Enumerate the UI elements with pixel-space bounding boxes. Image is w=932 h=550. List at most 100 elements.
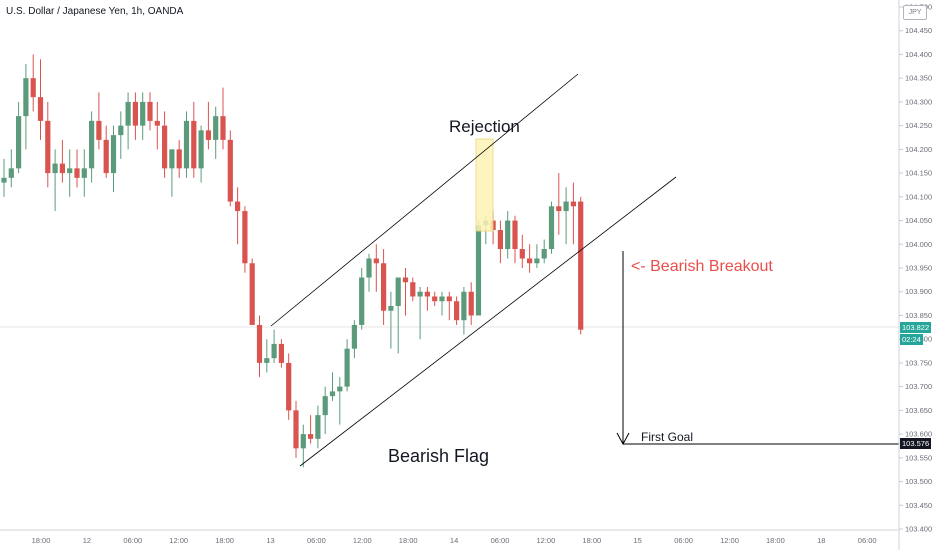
candle-body [395, 277, 401, 306]
candle-body [534, 258, 540, 264]
candle-body [74, 168, 80, 178]
candle-body [191, 120, 197, 169]
candle-body [556, 206, 562, 212]
candle-body [96, 120, 102, 140]
candle-body [512, 220, 518, 250]
candle [454, 296, 460, 325]
candle [359, 268, 365, 330]
candle-body [570, 201, 576, 207]
y-tick-label: 104.200 [905, 145, 932, 154]
x-tick-label: 06:00 [858, 536, 877, 545]
x-tick-label: 18:00 [32, 536, 51, 545]
candle [308, 415, 314, 444]
candle-body [527, 258, 533, 264]
candle [191, 101, 197, 178]
candle-body [249, 263, 255, 325]
y-tick-label: 104.150 [905, 169, 932, 178]
candle [344, 339, 350, 392]
candle-body [410, 282, 416, 297]
candle [293, 400, 299, 458]
candle [548, 201, 555, 254]
candle [169, 149, 175, 197]
candle [227, 130, 233, 207]
candle-body [176, 149, 182, 169]
candle-body [235, 201, 241, 212]
y-tick-label: 103.450 [905, 501, 932, 510]
candle-body [315, 415, 321, 439]
candle [322, 386, 328, 435]
x-tick-label: 18:00 [399, 536, 418, 545]
candle [373, 244, 379, 292]
candle [249, 258, 255, 325]
candle-body [264, 358, 270, 363]
candle-body [30, 78, 36, 98]
candle [278, 339, 284, 368]
candle [23, 63, 29, 150]
candle-body [578, 201, 584, 330]
candle [30, 54, 36, 112]
candle [512, 215, 518, 264]
candle [556, 173, 562, 235]
candle [242, 206, 248, 273]
candle [162, 111, 168, 178]
candle [8, 149, 14, 188]
x-tick-label: 12:00 [353, 536, 372, 545]
y-tick-label: 103.550 [905, 453, 932, 462]
candle-body [45, 120, 51, 174]
candle [315, 405, 321, 449]
y-tick-label: 103.850 [905, 311, 932, 320]
candle-body [198, 130, 204, 169]
candle [475, 220, 482, 316]
candle-body [147, 101, 153, 121]
first-goal-tag: 103.576 [900, 438, 932, 449]
candle [519, 234, 525, 268]
annotation-flag: Bearish Flag [388, 446, 489, 466]
y-tick-label: 103.900 [905, 287, 932, 296]
candle-body [271, 343, 277, 359]
candle-body [337, 386, 343, 392]
candle [300, 424, 306, 468]
candle [264, 339, 270, 373]
candle-body [563, 201, 569, 212]
candle-body [169, 149, 175, 169]
symbol-title: U.S. Dollar / Japanese Yen, 1h, OANDA [6, 6, 184, 17]
candle-body [424, 291, 430, 297]
candle [140, 92, 146, 140]
candle [381, 249, 387, 325]
candle-body [381, 263, 387, 311]
candle-body [461, 291, 467, 321]
candle [37, 59, 44, 140]
candle [110, 125, 117, 193]
candle-body [59, 163, 65, 174]
candle-body [468, 291, 474, 316]
y-tick-label: 103.650 [905, 406, 932, 415]
y-tick-label: 103.750 [905, 358, 932, 367]
candle-body [52, 163, 58, 174]
candle-body [110, 135, 117, 174]
candle [213, 106, 219, 159]
time-axis[interactable]: 18:00 12 06:00 12:00 18:00 13 06:00 12:00 18:00 1… [32, 536, 877, 545]
candle [45, 101, 51, 188]
candle [432, 291, 438, 306]
candle [424, 286, 430, 311]
candle-body [439, 296, 445, 302]
candle [366, 253, 372, 292]
candle [563, 187, 569, 245]
candle-body [300, 434, 306, 449]
x-tick-label: 06:00 [674, 536, 693, 545]
y-tick-label: 104.350 [905, 74, 932, 83]
candle-body [140, 101, 146, 126]
candle-body [205, 130, 211, 140]
candle [337, 377, 343, 425]
candle [329, 372, 336, 401]
currency-badge[interactable]: JPY [903, 5, 927, 20]
candle [103, 125, 109, 178]
candle-body [118, 125, 124, 136]
x-tick-label: 06:00 [307, 536, 326, 545]
y-tick-label: 104.300 [905, 97, 932, 106]
candle [461, 286, 467, 335]
x-tick-label: 15 [634, 536, 642, 545]
candle-body [154, 120, 160, 126]
